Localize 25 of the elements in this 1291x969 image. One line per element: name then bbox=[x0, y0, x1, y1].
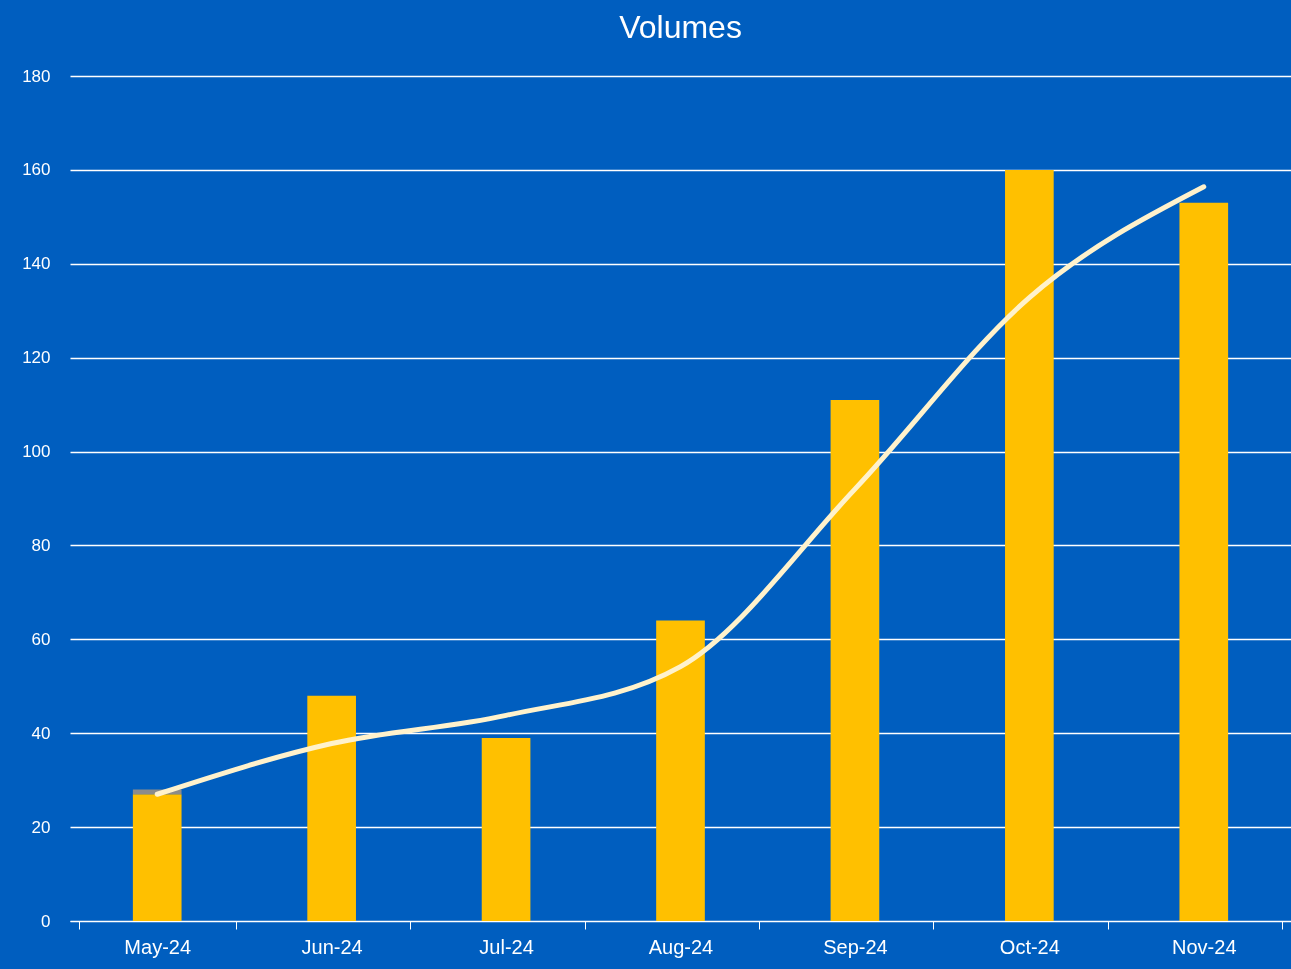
x-tick-label: Aug-24 bbox=[648, 935, 714, 958]
bar bbox=[307, 695, 356, 921]
y-tick-label: 60 bbox=[31, 629, 51, 649]
y-tick-label: 0 bbox=[41, 911, 51, 931]
y-tick-label: 80 bbox=[31, 535, 51, 555]
x-tick-label: Oct-24 bbox=[999, 935, 1060, 958]
bar bbox=[132, 794, 182, 921]
y-tick-label: 100 bbox=[22, 442, 51, 462]
bar bbox=[1179, 202, 1229, 921]
x-tick-label: Nov-24 bbox=[1172, 935, 1237, 958]
y-tick-label: 160 bbox=[22, 160, 51, 180]
y-tick-label: 40 bbox=[31, 723, 51, 743]
y-tick-label: 120 bbox=[22, 348, 51, 368]
x-tick-label: Sep-24 bbox=[823, 935, 888, 958]
bar bbox=[830, 399, 880, 921]
bar bbox=[656, 620, 705, 921]
bar bbox=[481, 737, 531, 921]
bar bbox=[1005, 169, 1054, 921]
x-tick-label: Jul-24 bbox=[479, 935, 534, 958]
y-tick-label: 140 bbox=[22, 254, 51, 274]
x-tick-label: May-24 bbox=[124, 935, 192, 958]
x-tick-label: Jun-24 bbox=[301, 935, 363, 958]
chart-title: Volumes bbox=[619, 9, 742, 45]
y-tick-label: 20 bbox=[31, 817, 51, 837]
y-tick-label: 180 bbox=[22, 66, 51, 86]
